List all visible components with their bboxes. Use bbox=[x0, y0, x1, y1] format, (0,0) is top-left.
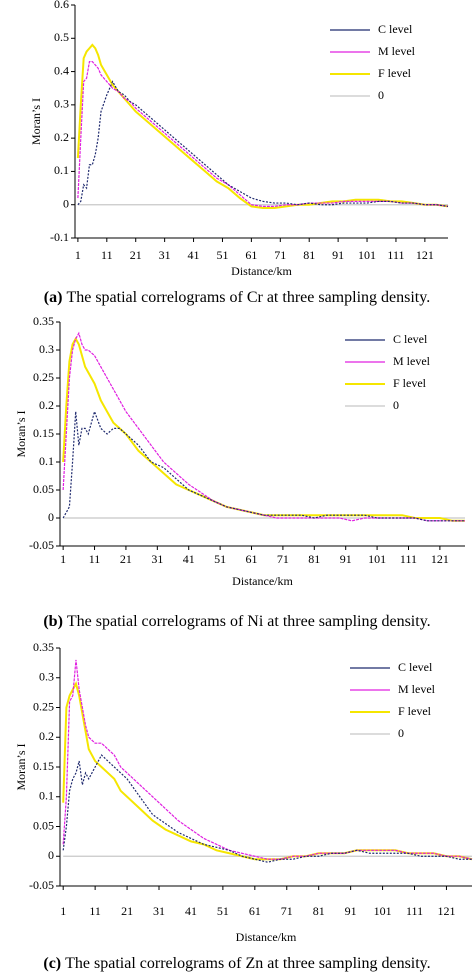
caption: (c) The spatial correlograms of Zn at thr… bbox=[43, 955, 430, 972]
y-axis-label: Moran’s I bbox=[14, 411, 28, 458]
y-tick-label: 0.2 bbox=[39, 729, 54, 743]
legend-label: 0 bbox=[393, 398, 399, 412]
x-tick-label: 41 bbox=[183, 552, 195, 566]
x-tick-label: 61 bbox=[249, 904, 261, 918]
y-tick-label: 0.3 bbox=[39, 342, 54, 356]
caption-text: The spatial correlograms of Cr at three … bbox=[66, 289, 430, 306]
y-tick-label: 0.15 bbox=[33, 759, 54, 773]
caption-label: (b) bbox=[43, 613, 63, 630]
x-tick-label: 31 bbox=[153, 904, 165, 918]
y-tick-label: 0.4 bbox=[54, 63, 69, 77]
x-tick-label: 21 bbox=[130, 248, 142, 262]
y-tick-label: 0.1 bbox=[39, 454, 54, 468]
legend-label: 0 bbox=[398, 726, 404, 740]
caption: (a) The spatial correlograms of Cr at thr… bbox=[44, 289, 430, 306]
series-line bbox=[77, 80, 449, 207]
y-axis-label: Moran’s I bbox=[14, 744, 28, 791]
legend-label: C level bbox=[398, 660, 433, 674]
y-tick-label: 0.25 bbox=[33, 699, 54, 713]
y-tick-label: 0.35 bbox=[33, 640, 54, 654]
y-tick-label: 0.1 bbox=[39, 789, 54, 803]
y-tick-label: -0.1 bbox=[50, 230, 69, 244]
y-tick-label: -0.05 bbox=[29, 878, 54, 892]
caption-label: (c) bbox=[43, 955, 61, 972]
y-tick-label: 0.15 bbox=[33, 426, 54, 440]
y-axis-label: Moran’s I bbox=[29, 98, 43, 145]
x-tick-label: 31 bbox=[159, 248, 171, 262]
legend-label: F level bbox=[393, 376, 427, 390]
y-tick-label: 0.3 bbox=[54, 97, 69, 111]
x-tick-label: 101 bbox=[358, 248, 376, 262]
x-tick-label: 11 bbox=[89, 904, 101, 918]
x-tick-label: 91 bbox=[340, 552, 352, 566]
x-tick-label: 71 bbox=[281, 904, 293, 918]
x-tick-label: 11 bbox=[101, 248, 113, 262]
caption-text: The spatial correlograms of Zn at three … bbox=[65, 955, 431, 972]
x-tick-label: 51 bbox=[217, 904, 229, 918]
x-axis-label: Distance/km bbox=[236, 930, 297, 944]
y-tick-label: 0.3 bbox=[39, 670, 54, 684]
x-tick-label: 121 bbox=[416, 248, 434, 262]
x-tick-label: 81 bbox=[303, 248, 315, 262]
x-tick-label: 51 bbox=[214, 552, 226, 566]
x-tick-label: 41 bbox=[185, 904, 197, 918]
series-line bbox=[77, 60, 449, 207]
x-tick-label: 21 bbox=[120, 552, 132, 566]
y-tick-label: -0.05 bbox=[29, 538, 54, 552]
series-line bbox=[62, 659, 473, 860]
caption-text: The spatial correlograms of Ni at three … bbox=[67, 613, 431, 630]
x-tick-label: 111 bbox=[387, 248, 404, 262]
y-tick-label: 0 bbox=[48, 848, 54, 862]
x-tick-label: 121 bbox=[431, 552, 449, 566]
series-line bbox=[62, 754, 472, 863]
y-tick-label: 0 bbox=[48, 510, 54, 524]
x-axis-label: Distance/km bbox=[231, 264, 292, 278]
caption-label: (a) bbox=[44, 289, 63, 306]
legend-label: M level bbox=[398, 682, 436, 696]
y-tick-label: 0.1 bbox=[54, 163, 69, 177]
x-tick-label: 111 bbox=[406, 904, 423, 918]
x-tick-label: 81 bbox=[313, 904, 325, 918]
x-tick-label: 21 bbox=[121, 904, 133, 918]
legend-label: M level bbox=[378, 44, 416, 58]
x-tick-label: 51 bbox=[216, 248, 228, 262]
x-tick-label: 1 bbox=[60, 552, 66, 566]
legend-label: C level bbox=[378, 22, 413, 36]
y-tick-label: 0.05 bbox=[33, 818, 54, 832]
series-line bbox=[62, 409, 465, 522]
y-tick-label: 0.25 bbox=[33, 370, 54, 384]
x-tick-label: 11 bbox=[89, 552, 101, 566]
x-tick-label: 71 bbox=[274, 248, 286, 262]
x-tick-label: 91 bbox=[332, 248, 344, 262]
series-line bbox=[76, 43, 449, 210]
x-tick-label: 41 bbox=[188, 248, 200, 262]
y-tick-label: 0.35 bbox=[33, 314, 54, 328]
x-tick-label: 91 bbox=[345, 904, 357, 918]
y-tick-label: 0.05 bbox=[33, 482, 54, 496]
x-tick-label: 61 bbox=[245, 248, 257, 262]
legend-label: 0 bbox=[378, 88, 384, 102]
x-tick-label: 101 bbox=[374, 904, 392, 918]
x-tick-label: 71 bbox=[277, 552, 289, 566]
legend-label: M level bbox=[393, 354, 431, 368]
x-tick-label: 31 bbox=[151, 552, 163, 566]
y-tick-label: 0.2 bbox=[54, 130, 69, 144]
x-tick-label: 101 bbox=[368, 552, 386, 566]
legend-label: F level bbox=[378, 66, 412, 80]
legend-label: F level bbox=[398, 704, 432, 718]
y-tick-label: 0.6 bbox=[54, 0, 69, 11]
y-tick-label: 0 bbox=[63, 196, 69, 210]
x-tick-label: 81 bbox=[308, 552, 320, 566]
x-tick-label: 61 bbox=[246, 552, 258, 566]
legend-label: C level bbox=[393, 332, 428, 346]
caption: (b) The spatial correlograms of Ni at thr… bbox=[43, 613, 430, 630]
x-tick-label: 111 bbox=[400, 552, 417, 566]
y-tick-label: 0.5 bbox=[54, 30, 69, 44]
x-tick-label: 1 bbox=[60, 904, 66, 918]
x-tick-label: 1 bbox=[75, 248, 81, 262]
x-tick-label: 121 bbox=[437, 904, 455, 918]
x-axis-label: Distance/km bbox=[232, 574, 293, 588]
y-tick-label: 0.2 bbox=[39, 398, 54, 412]
